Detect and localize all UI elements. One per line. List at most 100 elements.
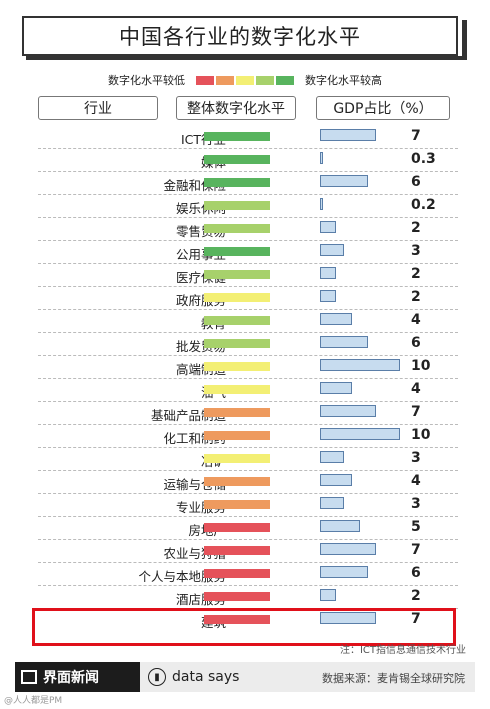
legend: 数字化水平较低 数字化水平较高	[0, 72, 490, 88]
legend-swatch-5	[276, 75, 294, 85]
gdp-value: 7	[411, 611, 421, 627]
table-row: 冶矿3	[38, 448, 458, 471]
gdp-value: 0.3	[411, 151, 436, 167]
gdp-value: 2	[411, 289, 421, 305]
brand-logo: 界面新闻	[15, 662, 140, 692]
highlight-box	[32, 608, 456, 646]
gdp-bar	[320, 152, 323, 164]
table-row: 政府服务 2	[38, 287, 458, 310]
title-shadow-right	[462, 20, 467, 60]
table-row: 运输与仓储 4	[38, 471, 458, 494]
table-row: 农业与狩猎 7	[38, 540, 458, 563]
data-says-label: data says	[172, 669, 240, 685]
gdp-value: 4	[411, 381, 421, 397]
gdp-bar	[320, 267, 336, 279]
brand-name: 界面新闻	[43, 670, 99, 686]
header-level: 整体数字化水平	[176, 96, 296, 120]
legend-swatch-1	[196, 75, 214, 85]
data-source: 数据来源：麦肯锡全球研究院	[322, 672, 465, 685]
gdp-value: 7	[411, 404, 421, 420]
gdp-bar	[320, 520, 360, 532]
legend-high-label: 数字化水平较高	[305, 74, 382, 87]
level-bar	[204, 224, 270, 233]
table-row: ICT行业7	[38, 126, 458, 149]
table-row: 娱乐休闲 0.2	[38, 195, 458, 218]
level-bar	[204, 362, 270, 371]
level-bar	[204, 500, 270, 509]
gdp-value: 7	[411, 128, 421, 144]
title-shadow-bottom	[26, 56, 467, 60]
header-industry: 行业	[38, 96, 158, 120]
table-row: 零售贸易 2	[38, 218, 458, 241]
gdp-bar	[320, 336, 368, 348]
gdp-value: 6	[411, 335, 421, 351]
gdp-bar	[320, 290, 336, 302]
data-says-logo: ▮ data says	[148, 662, 239, 692]
level-bar	[204, 431, 270, 440]
level-bar	[204, 293, 270, 302]
gdp-value: 3	[411, 496, 421, 512]
chart-title: 中国各行业的数字化水平	[22, 16, 458, 56]
gdp-value: 2	[411, 266, 421, 282]
gdp-bar	[320, 428, 400, 440]
level-bar	[204, 592, 270, 601]
gdp-bar	[320, 474, 352, 486]
gdp-value: 10	[411, 358, 431, 374]
level-bar	[204, 247, 270, 256]
level-bar	[204, 132, 270, 141]
gdp-bar	[320, 129, 376, 141]
table-row: 酒店服务 2	[38, 586, 458, 609]
gdp-value: 7	[411, 542, 421, 558]
level-bar	[204, 523, 270, 532]
gdp-bar	[320, 612, 376, 624]
gdp-bar	[320, 175, 368, 187]
watermark: @人人都是PM	[4, 696, 63, 706]
table-row: 专业服务 3	[38, 494, 458, 517]
level-bar	[204, 454, 270, 463]
gdp-value: 6	[411, 565, 421, 581]
level-bar	[204, 155, 270, 164]
gdp-bar	[320, 382, 352, 394]
gdp-bar	[320, 497, 344, 509]
gdp-bar	[320, 313, 352, 325]
gdp-value: 2	[411, 220, 421, 236]
table-row: 房地产5	[38, 517, 458, 540]
level-bar	[204, 316, 270, 325]
table-row: 教育4	[38, 310, 458, 333]
gdp-bar	[320, 359, 400, 371]
gdp-value: 0.2	[411, 197, 436, 213]
gdp-bar	[320, 589, 336, 601]
gdp-value: 2	[411, 588, 421, 604]
legend-low-label: 数字化水平较低	[108, 74, 185, 87]
legend-swatch-4	[256, 75, 274, 85]
level-bar	[204, 385, 270, 394]
table-row: 化工和制药 10	[38, 425, 458, 448]
gdp-bar	[320, 221, 336, 233]
level-bar	[204, 477, 270, 486]
table-row: 油气4	[38, 379, 458, 402]
table-row: 建筑7	[38, 609, 458, 632]
gdp-value: 4	[411, 473, 421, 489]
gdp-value: 6	[411, 174, 421, 190]
table-row: 个人与本地服务 6	[38, 563, 458, 586]
legend-swatch-3	[236, 75, 254, 85]
table-row: 基础产品制造 7	[38, 402, 458, 425]
table-row: 公用事业 3	[38, 241, 458, 264]
footer: 界面新闻 ▮ data says 数据来源：麦肯锡全球研究院	[15, 662, 475, 692]
gdp-bar	[320, 566, 368, 578]
table-row: 高端制造 10	[38, 356, 458, 379]
gdp-bar	[320, 244, 344, 256]
gdp-bar	[320, 405, 376, 417]
gdp-bar	[320, 198, 323, 210]
level-bar	[204, 408, 270, 417]
gdp-value: 3	[411, 243, 421, 259]
table-row: 金融和保险 6	[38, 172, 458, 195]
level-bar	[204, 615, 270, 624]
gdp-bar	[320, 451, 344, 463]
level-bar	[204, 569, 270, 578]
brand-icon	[21, 670, 37, 684]
gdp-value: 3	[411, 450, 421, 466]
level-bar	[204, 201, 270, 210]
table-row: 批发贸易 6	[38, 333, 458, 356]
gdp-value: 5	[411, 519, 421, 535]
